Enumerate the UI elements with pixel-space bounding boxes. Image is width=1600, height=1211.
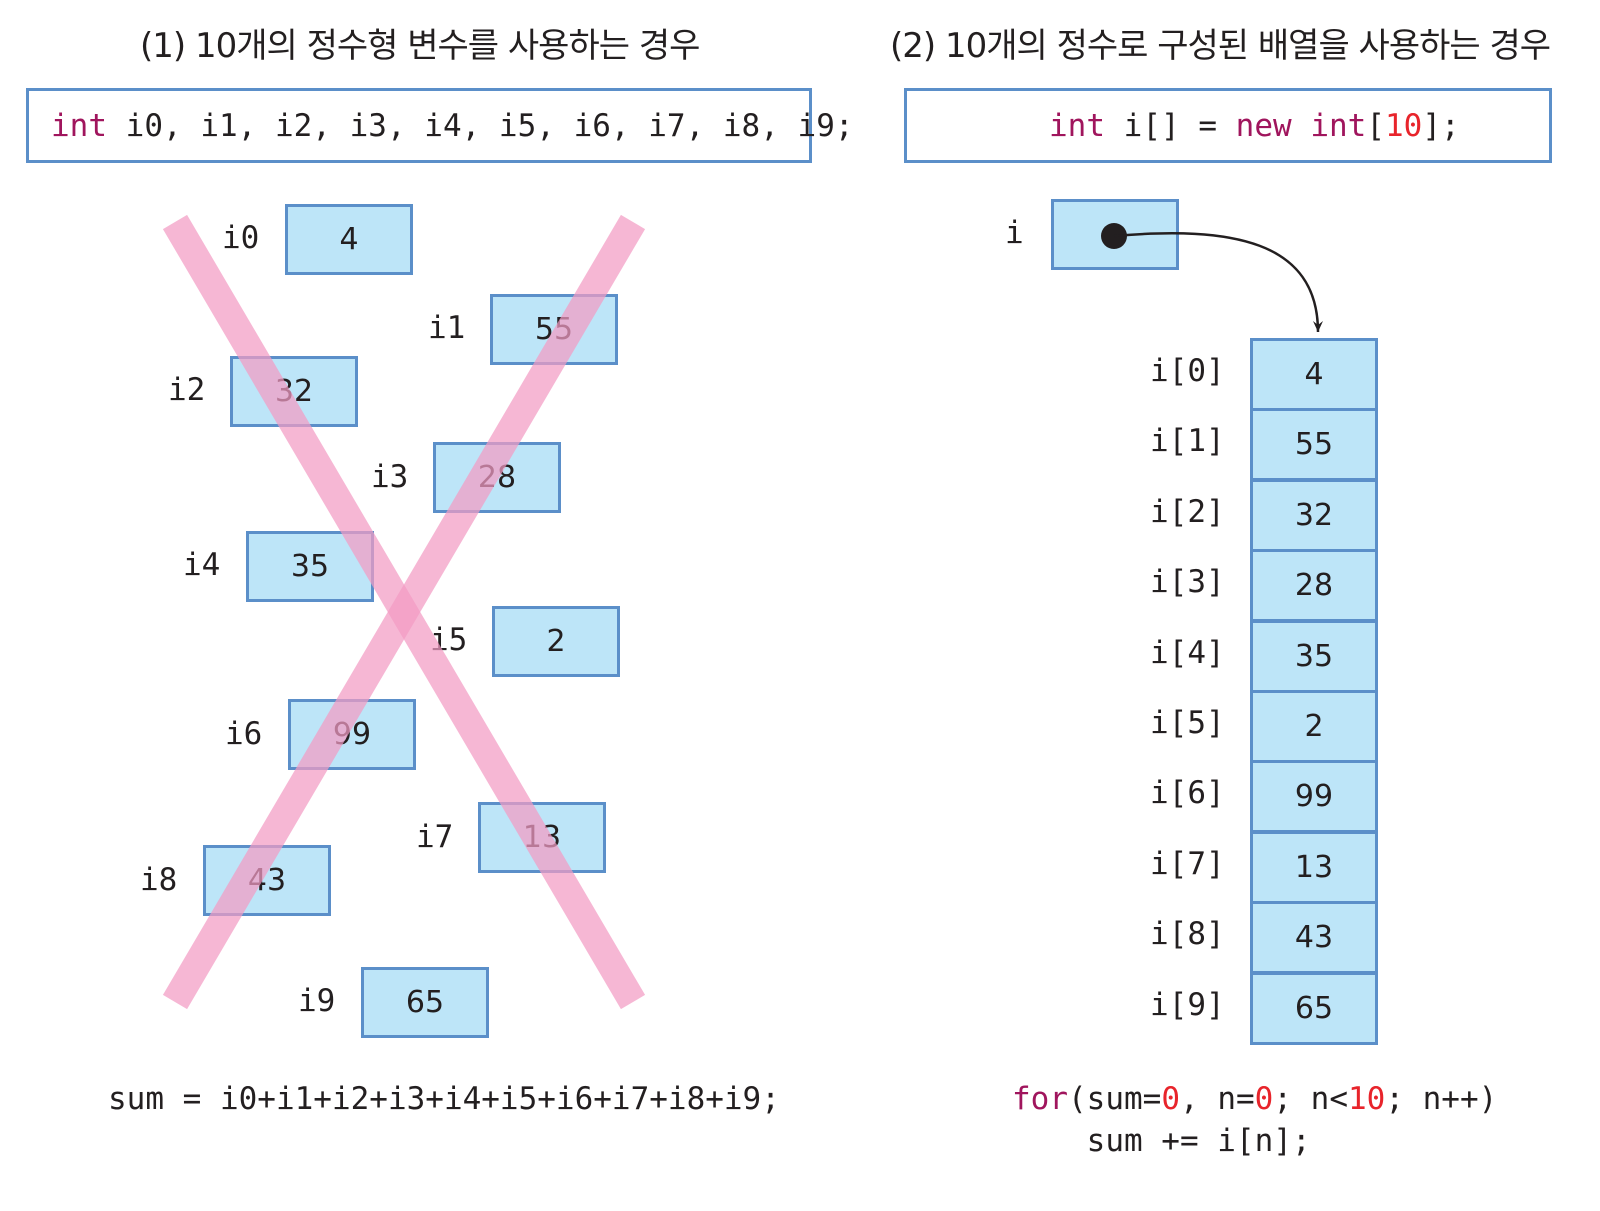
var-cell-i4: 35 <box>246 531 374 602</box>
var-cell-i8: 43 <box>203 845 331 916</box>
var-label-i1: i1 <box>428 310 466 346</box>
array-cell: 13 <box>1250 831 1378 904</box>
array-cell: 43 <box>1250 901 1378 974</box>
var-cell-i6: 99 <box>288 699 416 770</box>
array-cell: 2 <box>1250 690 1378 763</box>
var-cell-i1: 55 <box>490 294 618 365</box>
declaration-variables: i0, i1, i2, i3, i4, i5, i6, i7, i8, i9; <box>107 107 854 144</box>
var-label-i8: i8 <box>140 862 178 898</box>
array-cell: 55 <box>1250 408 1378 481</box>
var-label-i4: i4 <box>183 547 221 583</box>
var-label-i7: i7 <box>416 819 454 855</box>
keyword-int: int <box>51 107 107 144</box>
array-size: 10 <box>1385 107 1423 144</box>
var-label-i0: i0 <box>222 220 260 256</box>
array-index-label: i[2] <box>1150 494 1225 530</box>
for-loop-line2: sum += i[n]; <box>1012 1123 1311 1159</box>
var-cell-i5: 2 <box>492 606 620 677</box>
var-cell-i3: 28 <box>433 442 561 513</box>
array-index-label: i[5] <box>1150 705 1225 741</box>
decl-part: i[] = <box>1105 107 1236 144</box>
array-cell: 4 <box>1250 338 1378 411</box>
array-cell: 65 <box>1250 972 1378 1045</box>
keyword-for: for <box>1012 1081 1068 1117</box>
keyword-new: new <box>1235 107 1292 144</box>
keyword-int: int <box>1049 107 1105 144</box>
array-cell: 28 <box>1250 549 1378 622</box>
array-index-label: i[7] <box>1150 846 1225 882</box>
var-label-i9: i9 <box>298 983 336 1019</box>
var-cell-i2: 32 <box>230 356 358 427</box>
var-label-i3: i3 <box>371 459 409 495</box>
ref-cell <box>1051 199 1179 270</box>
for-loop-line1: for(sum=0, n=0; n<10; n++) <box>1012 1081 1497 1117</box>
code-part: ; n++) <box>1385 1081 1498 1117</box>
array-index-label: i[9] <box>1150 987 1225 1023</box>
decl-bracket: [ <box>1366 107 1385 144</box>
var-label-i6: i6 <box>225 716 263 752</box>
left-declaration-box: int i0, i1, i2, i3, i4, i5, i6, i7, i8, … <box>26 88 854 163</box>
var-cell-i0: 4 <box>285 204 413 275</box>
array-index-label: i[0] <box>1150 353 1225 389</box>
decl-part <box>1292 108 1311 144</box>
array-index-label: i[8] <box>1150 916 1225 952</box>
code-part: (sum= <box>1068 1081 1162 1117</box>
array-cell: 35 <box>1250 620 1378 693</box>
number-literal: 0 <box>1254 1081 1274 1117</box>
ref-label: i <box>1005 215 1024 251</box>
var-label-i2: i2 <box>168 372 206 408</box>
array-cell: 32 <box>1250 479 1378 552</box>
number-literal: 10 <box>1347 1081 1386 1117</box>
array-cell: 99 <box>1250 760 1378 833</box>
code-part: ; n< <box>1273 1081 1348 1117</box>
array-index-label: i[1] <box>1150 423 1225 459</box>
array-index-label: i[6] <box>1150 775 1225 811</box>
right-title: (2) 10개의 정수로 구성된 배열을 사용하는 경우 <box>890 26 1551 66</box>
keyword-int: int <box>1310 107 1367 144</box>
var-cell-i9: 65 <box>361 967 489 1038</box>
right-declaration-box: int i[] = new int[10]; <box>904 88 1552 163</box>
var-cell-i7: 13 <box>478 802 606 873</box>
code-part: , n= <box>1180 1081 1255 1117</box>
var-label-i5: i5 <box>430 622 468 658</box>
number-literal: 0 <box>1161 1081 1180 1117</box>
array-index-label: i[3] <box>1150 564 1225 600</box>
decl-bracket: ]; <box>1422 107 1460 144</box>
left-title: (1) 10개의 정수형 변수를 사용하는 경우 <box>140 26 700 66</box>
sum-code-left: sum = i0+i1+i2+i3+i4+i5+i6+i7+i8+i9; <box>108 1081 780 1117</box>
array-index-label: i[4] <box>1150 635 1225 671</box>
